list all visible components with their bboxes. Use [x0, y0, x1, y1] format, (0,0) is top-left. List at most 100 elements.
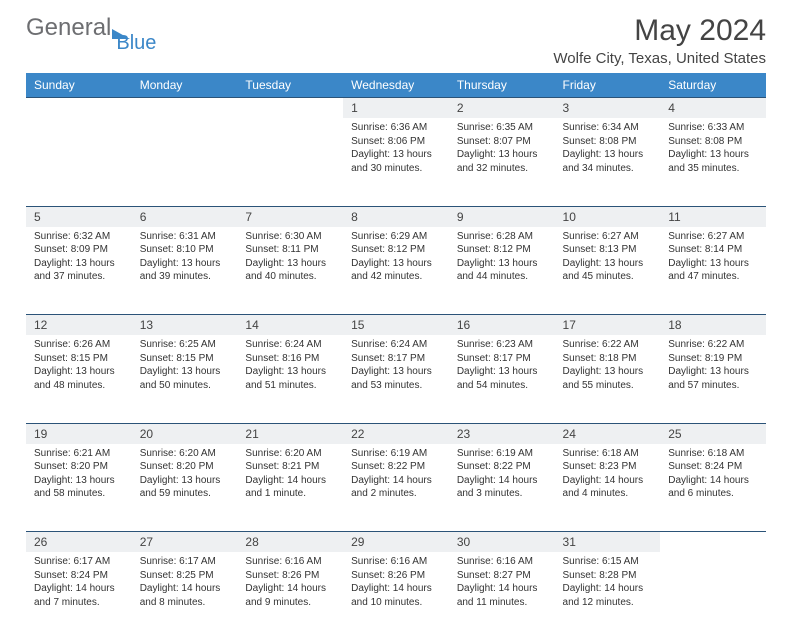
day-number-cell	[660, 532, 766, 553]
day-content-cell	[132, 118, 238, 206]
daylight-line: Daylight: 14 hours and 10 minutes.	[351, 582, 441, 609]
day-number-cell: 29	[343, 532, 449, 553]
day-number-row: 1234	[26, 98, 766, 119]
weekday-header: Sunday	[26, 73, 132, 98]
daylight-line: Daylight: 14 hours and 2 minutes.	[351, 474, 441, 501]
daylight-line: Daylight: 13 hours and 42 minutes.	[351, 257, 441, 284]
day-content-cell: Sunrise: 6:18 AMSunset: 8:24 PMDaylight:…	[660, 444, 766, 532]
day-number-cell: 6	[132, 206, 238, 227]
daylight-line: Daylight: 13 hours and 54 minutes.	[457, 365, 547, 392]
title-block: May 2024 Wolfe City, Texas, United State…	[553, 14, 766, 67]
day-number-cell: 20	[132, 423, 238, 444]
daylight-line: Daylight: 13 hours and 44 minutes.	[457, 257, 547, 284]
sunset-line: Sunset: 8:14 PM	[668, 243, 758, 257]
daylight-line: Daylight: 14 hours and 4 minutes.	[563, 474, 653, 501]
daylight-line: Daylight: 14 hours and 1 minute.	[245, 474, 335, 501]
sunrise-line: Sunrise: 6:17 AM	[34, 555, 124, 569]
day-number-row: 567891011	[26, 206, 766, 227]
daylight-line: Daylight: 14 hours and 8 minutes.	[140, 582, 230, 609]
header: General Blue May 2024 Wolfe City, Texas,…	[26, 14, 766, 67]
day-number-cell: 26	[26, 532, 132, 553]
weekday-header-row: SundayMondayTuesdayWednesdayThursdayFrid…	[26, 73, 766, 98]
day-content-row: Sunrise: 6:17 AMSunset: 8:24 PMDaylight:…	[26, 552, 766, 640]
logo: General Blue	[26, 14, 156, 42]
sunrise-line: Sunrise: 6:29 AM	[351, 230, 441, 244]
sunset-line: Sunset: 8:21 PM	[245, 460, 335, 474]
day-content-cell: Sunrise: 6:30 AMSunset: 8:11 PMDaylight:…	[237, 227, 343, 315]
sunrise-line: Sunrise: 6:16 AM	[245, 555, 335, 569]
logo-text-general: General	[26, 14, 111, 42]
day-content-cell: Sunrise: 6:20 AMSunset: 8:20 PMDaylight:…	[132, 444, 238, 532]
sunset-line: Sunset: 8:24 PM	[668, 460, 758, 474]
day-content-cell: Sunrise: 6:15 AMSunset: 8:28 PMDaylight:…	[555, 552, 661, 640]
sunrise-line: Sunrise: 6:20 AM	[140, 447, 230, 461]
sunset-line: Sunset: 8:09 PM	[34, 243, 124, 257]
day-content-cell: Sunrise: 6:19 AMSunset: 8:22 PMDaylight:…	[343, 444, 449, 532]
day-content-cell: Sunrise: 6:26 AMSunset: 8:15 PMDaylight:…	[26, 335, 132, 423]
sunset-line: Sunset: 8:25 PM	[140, 569, 230, 583]
daylight-line: Daylight: 14 hours and 6 minutes.	[668, 474, 758, 501]
sunset-line: Sunset: 8:08 PM	[563, 135, 653, 149]
sunset-line: Sunset: 8:15 PM	[140, 352, 230, 366]
sunset-line: Sunset: 8:12 PM	[351, 243, 441, 257]
day-number-cell: 16	[449, 315, 555, 336]
day-content-cell: Sunrise: 6:18 AMSunset: 8:23 PMDaylight:…	[555, 444, 661, 532]
sunrise-line: Sunrise: 6:33 AM	[668, 121, 758, 135]
sunset-line: Sunset: 8:16 PM	[245, 352, 335, 366]
day-number-cell: 11	[660, 206, 766, 227]
daylight-line: Daylight: 13 hours and 50 minutes.	[140, 365, 230, 392]
daylight-line: Daylight: 14 hours and 11 minutes.	[457, 582, 547, 609]
day-number-cell: 9	[449, 206, 555, 227]
daylight-line: Daylight: 13 hours and 39 minutes.	[140, 257, 230, 284]
sunset-line: Sunset: 8:27 PM	[457, 569, 547, 583]
sunrise-line: Sunrise: 6:18 AM	[563, 447, 653, 461]
day-number-cell: 22	[343, 423, 449, 444]
day-content-cell: Sunrise: 6:25 AMSunset: 8:15 PMDaylight:…	[132, 335, 238, 423]
day-number-row: 19202122232425	[26, 423, 766, 444]
day-content-cell: Sunrise: 6:16 AMSunset: 8:26 PMDaylight:…	[237, 552, 343, 640]
sunrise-line: Sunrise: 6:27 AM	[563, 230, 653, 244]
day-content-cell: Sunrise: 6:27 AMSunset: 8:13 PMDaylight:…	[555, 227, 661, 315]
day-content-cell: Sunrise: 6:27 AMSunset: 8:14 PMDaylight:…	[660, 227, 766, 315]
day-content-cell: Sunrise: 6:20 AMSunset: 8:21 PMDaylight:…	[237, 444, 343, 532]
daylight-line: Daylight: 13 hours and 47 minutes.	[668, 257, 758, 284]
day-content-cell: Sunrise: 6:19 AMSunset: 8:22 PMDaylight:…	[449, 444, 555, 532]
sunset-line: Sunset: 8:18 PM	[563, 352, 653, 366]
day-number-cell: 5	[26, 206, 132, 227]
sunrise-line: Sunrise: 6:26 AM	[34, 338, 124, 352]
day-number-cell: 30	[449, 532, 555, 553]
daylight-line: Daylight: 13 hours and 48 minutes.	[34, 365, 124, 392]
sunrise-line: Sunrise: 6:24 AM	[245, 338, 335, 352]
sunrise-line: Sunrise: 6:28 AM	[457, 230, 547, 244]
sunrise-line: Sunrise: 6:22 AM	[563, 338, 653, 352]
sunset-line: Sunset: 8:15 PM	[34, 352, 124, 366]
day-number-cell: 7	[237, 206, 343, 227]
sunrise-line: Sunrise: 6:19 AM	[457, 447, 547, 461]
day-number-cell: 4	[660, 98, 766, 119]
day-number-cell: 27	[132, 532, 238, 553]
sunset-line: Sunset: 8:17 PM	[351, 352, 441, 366]
location: Wolfe City, Texas, United States	[553, 50, 766, 67]
day-number-cell: 31	[555, 532, 661, 553]
daylight-line: Daylight: 13 hours and 34 minutes.	[563, 148, 653, 175]
day-content-row: Sunrise: 6:26 AMSunset: 8:15 PMDaylight:…	[26, 335, 766, 423]
day-content-row: Sunrise: 6:32 AMSunset: 8:09 PMDaylight:…	[26, 227, 766, 315]
day-content-cell: Sunrise: 6:21 AMSunset: 8:20 PMDaylight:…	[26, 444, 132, 532]
day-content-cell: Sunrise: 6:31 AMSunset: 8:10 PMDaylight:…	[132, 227, 238, 315]
daylight-line: Daylight: 13 hours and 57 minutes.	[668, 365, 758, 392]
day-number-cell: 14	[237, 315, 343, 336]
sunset-line: Sunset: 8:12 PM	[457, 243, 547, 257]
sunset-line: Sunset: 8:06 PM	[351, 135, 441, 149]
day-content-cell	[660, 552, 766, 640]
day-content-cell: Sunrise: 6:36 AMSunset: 8:06 PMDaylight:…	[343, 118, 449, 206]
day-number-cell: 10	[555, 206, 661, 227]
day-content-cell: Sunrise: 6:24 AMSunset: 8:16 PMDaylight:…	[237, 335, 343, 423]
sunset-line: Sunset: 8:26 PM	[245, 569, 335, 583]
sunrise-line: Sunrise: 6:24 AM	[351, 338, 441, 352]
weekday-header: Thursday	[449, 73, 555, 98]
day-content-cell: Sunrise: 6:33 AMSunset: 8:08 PMDaylight:…	[660, 118, 766, 206]
day-number-cell: 21	[237, 423, 343, 444]
daylight-line: Daylight: 14 hours and 3 minutes.	[457, 474, 547, 501]
daylight-line: Daylight: 13 hours and 51 minutes.	[245, 365, 335, 392]
daylight-line: Daylight: 13 hours and 58 minutes.	[34, 474, 124, 501]
